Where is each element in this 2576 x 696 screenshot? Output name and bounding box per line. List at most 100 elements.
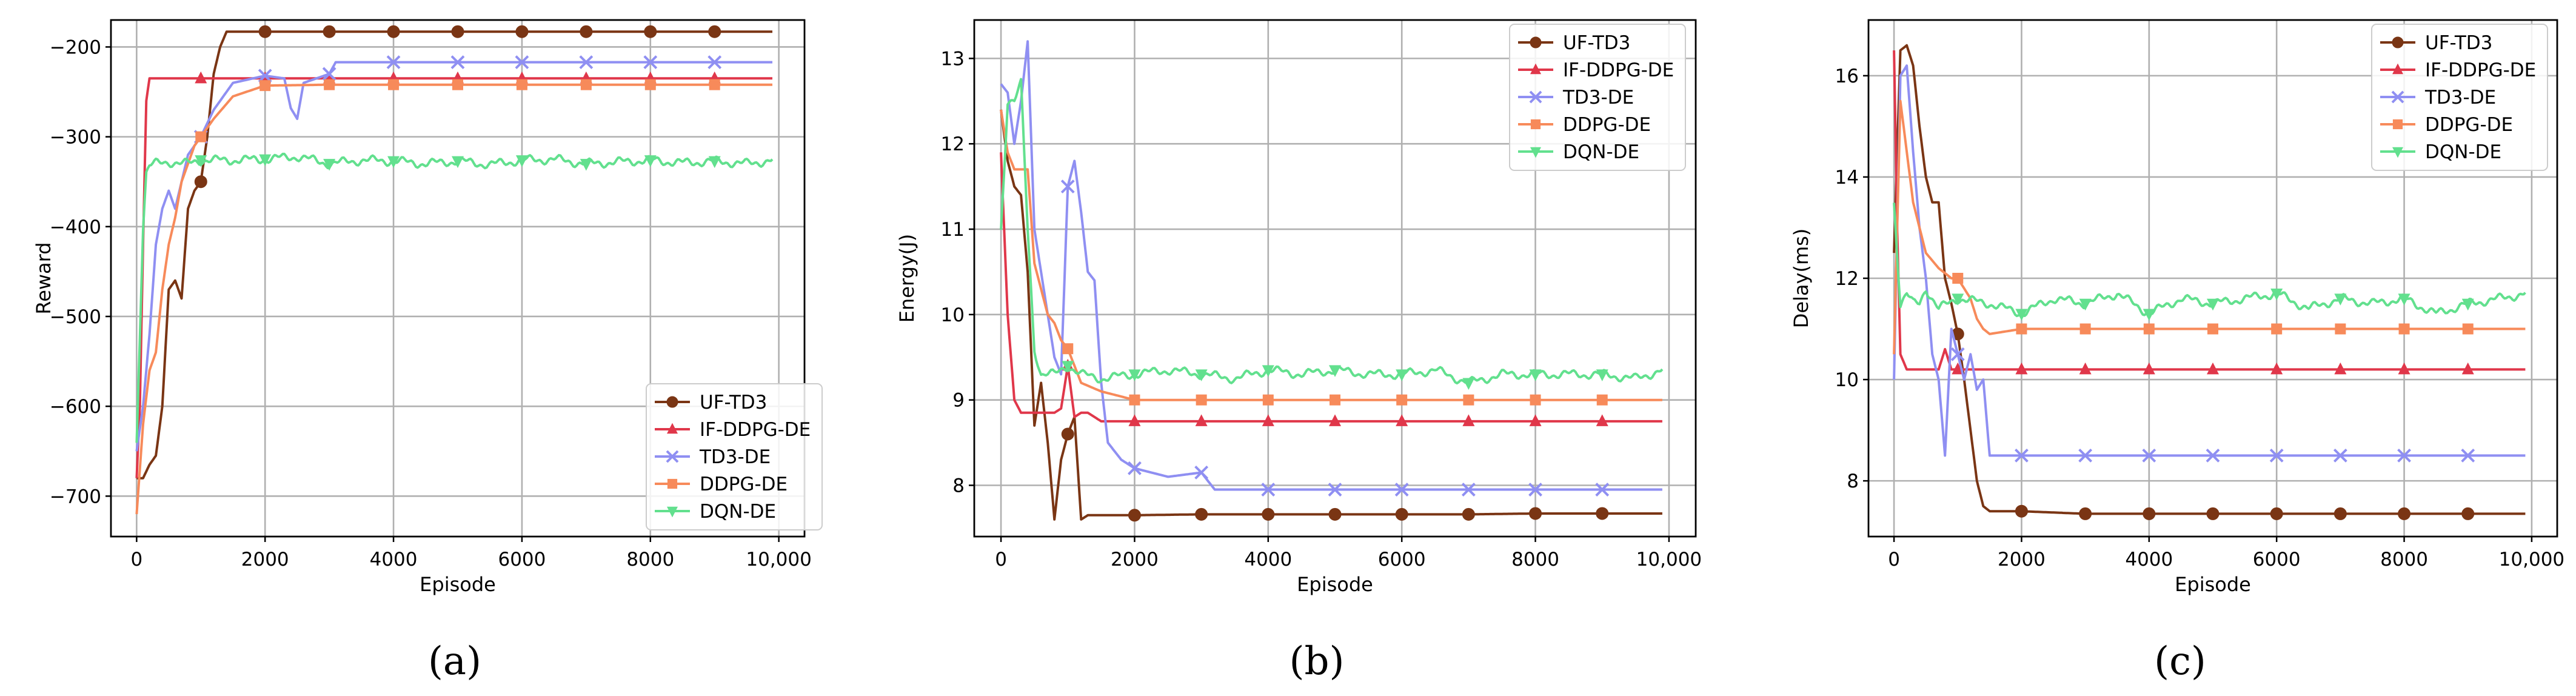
data-point-marker	[258, 69, 272, 83]
data-point-marker	[1461, 483, 1476, 497]
data-point-marker	[1596, 414, 1608, 426]
data-point-marker	[2143, 362, 2155, 375]
legend-label: IF-DDPG-DE	[1563, 59, 1674, 81]
data-point-marker	[2461, 298, 2474, 311]
data-point-marker	[452, 79, 463, 90]
x-axis-label: Episode	[2175, 573, 2251, 596]
data-point-marker	[1262, 507, 1275, 521]
x-tick-label: 2000	[1998, 549, 2046, 571]
data-point-marker	[708, 25, 721, 38]
data-point-marker	[1061, 427, 1074, 441]
legend-marker	[1530, 119, 1541, 130]
data-point-marker	[1060, 179, 1075, 194]
series-line	[1893, 64, 2526, 457]
data-point-marker	[2206, 507, 2220, 520]
data-point-marker	[323, 25, 336, 38]
series-line	[1000, 78, 1664, 385]
data-point-marker	[2142, 448, 2156, 463]
data-point-marker	[1596, 394, 1608, 406]
data-point-marker	[2397, 448, 2411, 463]
data-point-marker	[2206, 448, 2220, 463]
y-axis-label: Delay(ms)	[1790, 229, 1813, 329]
data-point-marker	[2207, 362, 2219, 375]
series-line	[1000, 40, 1662, 491]
legend-label: TD3-DE	[2424, 87, 2496, 109]
data-point-marker	[516, 79, 527, 90]
x-tick-label: 4000	[1244, 549, 1292, 571]
legend: UF-TD3 IF-DDPG-DE TD3-DE DDPG-DE DQN-DE	[646, 383, 823, 530]
data-point-marker	[1396, 394, 1408, 406]
legend-label: TD3-DE	[699, 446, 771, 468]
series-line	[1893, 202, 2526, 318]
caption-a: (a)	[428, 639, 481, 684]
data-point-marker	[259, 80, 271, 92]
plot-frame	[110, 19, 806, 538]
data-point-marker	[1194, 465, 1209, 480]
caption-b: (b)	[1290, 639, 1345, 684]
x-tick-label: 10,000	[746, 549, 811, 571]
data-point-marker	[2335, 323, 2346, 335]
series-DQN-DE	[135, 152, 774, 443]
legend-marker	[1530, 36, 1542, 49]
data-point-marker	[2270, 289, 2283, 301]
data-point-marker	[644, 79, 656, 90]
data-point-marker	[1952, 293, 1964, 306]
chart-panel-c: 0 2000 4000 6000 8000 10,000 8 10 12 14 16 Episode D…	[1790, 19, 2564, 596]
data-point-marker	[452, 156, 464, 169]
legend-box	[2371, 24, 2548, 171]
data-point-marker	[1329, 365, 1341, 377]
data-point-marker	[2462, 323, 2474, 335]
data-point-marker	[2079, 362, 2092, 375]
x-tick-label: 0	[995, 549, 1007, 571]
data-point-marker	[1195, 369, 1208, 381]
data-point-marker	[2269, 448, 2284, 463]
data-point-marker	[1128, 509, 1141, 522]
data-point-marker	[580, 25, 593, 38]
data-point-marker	[1529, 414, 1542, 426]
data-point-marker	[2207, 323, 2218, 335]
data-point-marker	[1128, 461, 1142, 475]
legend-marker	[667, 506, 678, 518]
data-point-marker	[1129, 394, 1140, 406]
legend-label: UF-TD3	[2425, 32, 2492, 54]
x-tick-label: 10,000	[1636, 549, 1702, 571]
legend-marker	[667, 478, 678, 489]
x-tick-label: 10,000	[2499, 549, 2564, 571]
data-point-marker	[2078, 448, 2093, 463]
data-point-marker	[2333, 448, 2347, 463]
x-tick-label: 6000	[2253, 549, 2301, 571]
caption-c: (c)	[2154, 639, 2206, 684]
data-point-marker	[388, 79, 400, 90]
data-point-marker	[1394, 483, 1409, 497]
x-tick-label: 0	[1888, 549, 1900, 571]
data-point-marker	[2334, 362, 2347, 375]
data-point-marker	[324, 79, 335, 90]
legend-marker	[2391, 90, 2404, 104]
data-point-marker	[515, 155, 528, 167]
data-point-marker	[451, 25, 464, 38]
data-point-marker	[1595, 483, 1610, 497]
data-point-marker	[2015, 504, 2028, 518]
data-point-marker	[387, 156, 400, 169]
data-point-marker	[1062, 343, 1074, 355]
data-point-marker	[1128, 369, 1141, 381]
legend-marker	[2392, 119, 2403, 130]
data-point-marker	[195, 71, 207, 84]
data-point-marker	[2270, 362, 2283, 375]
y-tick-label: 14	[1835, 167, 1859, 189]
data-point-marker	[259, 154, 272, 167]
data-point-marker	[1330, 394, 1340, 406]
chart-panel-a: 0 2000 4000 6000 8000 10,000 −700 −600 −500 −400 −…	[32, 19, 823, 596]
data-point-marker	[2461, 507, 2475, 520]
legend-box	[646, 383, 823, 530]
data-point-marker	[258, 25, 272, 38]
y-tick-label: 13	[941, 48, 965, 70]
data-point-marker	[2271, 323, 2283, 335]
data-point-marker	[2143, 309, 2155, 321]
series-line	[135, 61, 772, 452]
data-point-marker	[1195, 414, 1208, 426]
legend-label: DDPG-DE	[1563, 114, 1651, 136]
data-point-marker	[1596, 369, 1608, 381]
legend-marker	[666, 450, 679, 463]
data-point-marker	[387, 25, 400, 38]
